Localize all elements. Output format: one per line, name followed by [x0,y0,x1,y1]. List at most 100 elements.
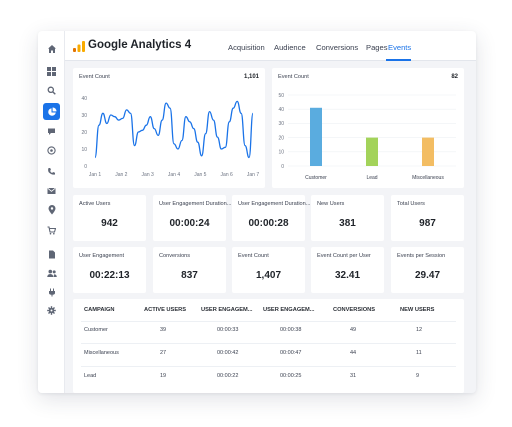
tab-conversions[interactable]: Conversions [316,43,359,52]
bar-miscellaneous [422,137,434,166]
metric-value: 837 [181,270,198,281]
y-tick-label: 20 [81,130,87,136]
bar-chart-card: Event Count 82 0 10 20 30 40 50 Customer Lead Mi… [272,68,464,188]
cell-new-users: 12 [416,327,423,333]
cell-campaign: Miscellaneous [84,350,119,356]
google-analytics-logo [73,41,85,52]
users-icon[interactable] [45,267,58,280]
cart-icon[interactable] [45,224,58,237]
topbar: Google Analytics 4 Acquisition Audience … [65,31,476,61]
tab-pages[interactable]: Pages [366,43,388,52]
y-tick-label: 30 [278,121,284,127]
cell-conversions: 44 [350,350,357,356]
x-tick-label: Customer [305,175,327,181]
metric-label: Conversions [159,253,191,259]
active-tab-indicator [386,59,411,61]
app-window: Google Analytics 4 Acquisition Audience … [38,31,476,393]
mail-icon[interactable] [45,184,58,197]
metric-card-event-count-per-user[interactable]: Event Count per User 32.41 [311,247,384,293]
y-tick-label: 40 [278,107,284,113]
metric-value: 00:22:13 [89,270,130,281]
y-tick-label: 10 [81,147,87,153]
metric-label: Active Users [79,201,111,207]
tab-audience[interactable]: Audience [274,43,306,52]
bar-chart-total: 82 [451,74,458,80]
column-header-user-engagement[interactable]: USER ENGAGEM... [201,307,253,313]
pie-chart-icon[interactable] [43,103,60,120]
bar-chart-title: Event Count [278,74,309,80]
x-tick-label: Jan 3 [142,172,154,178]
y-tick-label: 10 [278,150,284,156]
metric-value: 29.47 [414,270,441,281]
document-icon[interactable] [45,248,58,261]
y-tick-label: 20 [278,135,284,141]
x-tick-label: Jan 7 [247,172,259,178]
x-tick-label: Jan 1 [89,172,101,178]
metric-card-events-per-session[interactable]: Events per Session 29.47 [391,247,464,293]
search-icon[interactable] [45,84,58,97]
cell-user-engagement: 00:00:22 [217,373,239,379]
at-sign-icon[interactable] [45,144,58,157]
cell-active-users: 27 [160,350,167,356]
line-chart-total: 1,101 [243,74,259,80]
line-chart-card: Event Count 1,101 0 10 20 30 40 Jan 1 Jan 2 Jan… [73,68,265,188]
tab-events[interactable]: Events [388,43,412,52]
bar-customer [310,107,322,166]
x-tick-label: Jan 6 [221,172,233,178]
metric-value: 381 [339,218,356,229]
metric-label: User Engagement [79,253,125,259]
column-header-active-users[interactable]: ACTIVE USERS [144,307,187,313]
metric-value: 987 [419,218,436,229]
home-icon[interactable] [45,42,58,55]
metric-value: 00:00:28 [248,218,289,229]
row-divider [81,343,456,344]
cell-campaign: Customer [84,327,108,333]
x-tick-label: Jan 2 [115,172,127,178]
line-chart: 0 10 20 30 40 Jan 1 Jan 2 Jan 3 Jan 4 Jan 5 Jan 6 J… [81,96,259,178]
metric-card-conversions[interactable]: Conversions 837 [153,247,226,293]
column-header-campaign[interactable]: CAMPAIGN [84,307,115,313]
grid-icon[interactable] [45,65,58,78]
cell-user-engagement: 00:00:42 [217,350,239,356]
chat-icon[interactable] [45,125,58,138]
cell-active-users: 19 [160,373,167,379]
campaign-table: CAMPAIGN ACTIVE USERS USER ENGAGEM... US… [73,299,464,393]
metric-card-new-users[interactable]: New Users 381 [311,195,384,241]
cell-user-engagement: 00:00:33 [217,327,239,333]
phone-icon[interactable] [45,165,58,178]
metric-label: Events per Session [397,253,446,259]
cell-active-users: 39 [160,327,167,333]
metric-card-user-engagement-duration-2[interactable]: User Engagement Duration... 00:00:28 [232,195,310,241]
column-header-new-users[interactable]: NEW USERS [400,307,435,313]
column-header-user-engagement-2[interactable]: USER ENGAGEM... [263,307,315,313]
metric-card-user-engagement-duration[interactable]: User Engagement Duration... 00:00:24 [153,195,231,241]
y-tick-label: 40 [81,96,87,102]
y-tick-label: 0 [281,164,284,170]
metric-card-user-engagement[interactable]: User Engagement 00:22:13 [73,247,146,293]
metric-card-event-count[interactable]: Event Count 1,407 [232,247,305,293]
cell-user-engagement-2: 00:00:47 [280,350,302,356]
line-chart-title: Event Count [79,74,110,80]
header-divider [81,321,456,322]
column-header-conversions[interactable]: CONVERSIONS [333,307,376,313]
metric-card-total-users[interactable]: Total Users 987 [391,195,464,241]
metric-card-active-users[interactable]: Active Users 942 [73,195,146,241]
metric-label: New Users [317,201,345,207]
metric-value: 942 [101,218,118,229]
cell-new-users: 9 [416,373,420,379]
gear-icon[interactable] [45,304,58,317]
y-tick-label: 0 [84,164,87,170]
metric-value: 32.41 [334,270,361,281]
x-tick-label: Lead [366,175,377,181]
metric-label: Event Count per User [317,253,371,259]
location-pin-icon[interactable] [45,203,58,216]
cell-conversions: 31 [350,373,357,379]
cell-user-engagement-2: 00:00:38 [280,327,302,333]
tab-acquisition[interactable]: Acquisition [228,43,265,52]
y-tick-label: 50 [278,93,284,99]
plug-icon[interactable] [45,286,58,299]
app-title: Google Analytics 4 [88,39,192,51]
metric-label: User Engagement Duration... [238,201,311,207]
cell-user-engagement-2: 00:00:25 [280,373,302,379]
x-tick-label: Jan 4 [168,172,180,178]
